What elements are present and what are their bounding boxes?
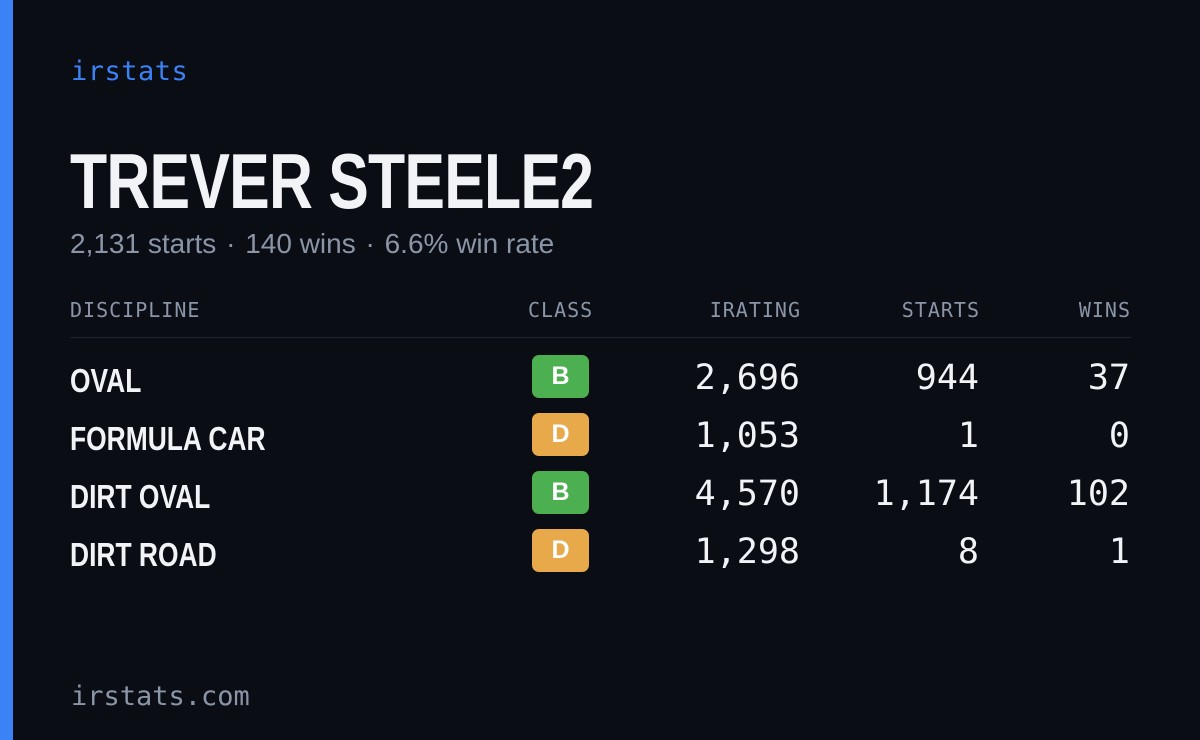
header-class: CLASS [528,298,594,322]
discipline-name: DIRT ROAD [70,536,217,573]
class-badge: B [532,355,589,398]
starts-value: 1 [957,416,979,456]
irating-value: 1,298 [694,532,800,572]
header-wins: WINS [1078,298,1131,322]
table-row: DIRT OVAL B 4,570 1,174 102 [70,470,1131,528]
header-discipline: DISCIPLINE [70,298,201,322]
discipline-name: OVAL [70,362,142,399]
wins-value: 1 [1108,532,1130,572]
driver-summary: 2,131 starts · 140 wins · 6.6% win rate [70,228,554,260]
wins-value: 102 [1066,474,1130,514]
wins-value: 37 [1087,358,1130,398]
class-badge: B [532,471,589,514]
summary-win-rate: 6.6% win rate [384,228,555,259]
class-badge: D [532,529,589,572]
summary-separator: · [365,228,375,259]
starts-value: 944 [915,358,979,398]
starts-value: 8 [957,532,979,572]
summary-separator: · [226,228,236,259]
summary-wins: 140 wins [245,228,356,259]
summary-starts: 2,131 starts [70,228,217,259]
irating-value: 4,570 [694,474,800,514]
starts-value: 1,174 [873,474,979,514]
header-irating: IRATING [709,298,801,322]
table-row: FORMULA CAR D 1,053 1 0 [70,412,1131,470]
brand-logo: irstats [71,56,189,87]
discipline-name: FORMULA CAR [70,420,266,457]
table-row: DIRT ROAD D 1,298 8 1 [70,528,1131,586]
wins-value: 0 [1108,416,1130,456]
table-header: DISCIPLINE CLASS IRATING STARTS WINS [70,296,1131,338]
table-row: OVAL B 2,696 944 37 [70,354,1131,412]
discipline-name: DIRT OVAL [70,478,211,515]
driver-name: TREVER STEELE2 [70,137,594,225]
footer-url: irstats.com [71,681,250,712]
class-badge: D [532,413,589,456]
header-starts: STARTS [901,298,980,322]
irating-value: 2,696 [694,358,800,398]
discipline-table: DISCIPLINE CLASS IRATING STARTS WINS OVA… [70,296,1131,586]
table-body: OVAL B 2,696 944 37 FORMULA CAR D 1,053 … [70,338,1131,586]
accent-bar [0,0,13,740]
irating-value: 1,053 [694,416,800,456]
